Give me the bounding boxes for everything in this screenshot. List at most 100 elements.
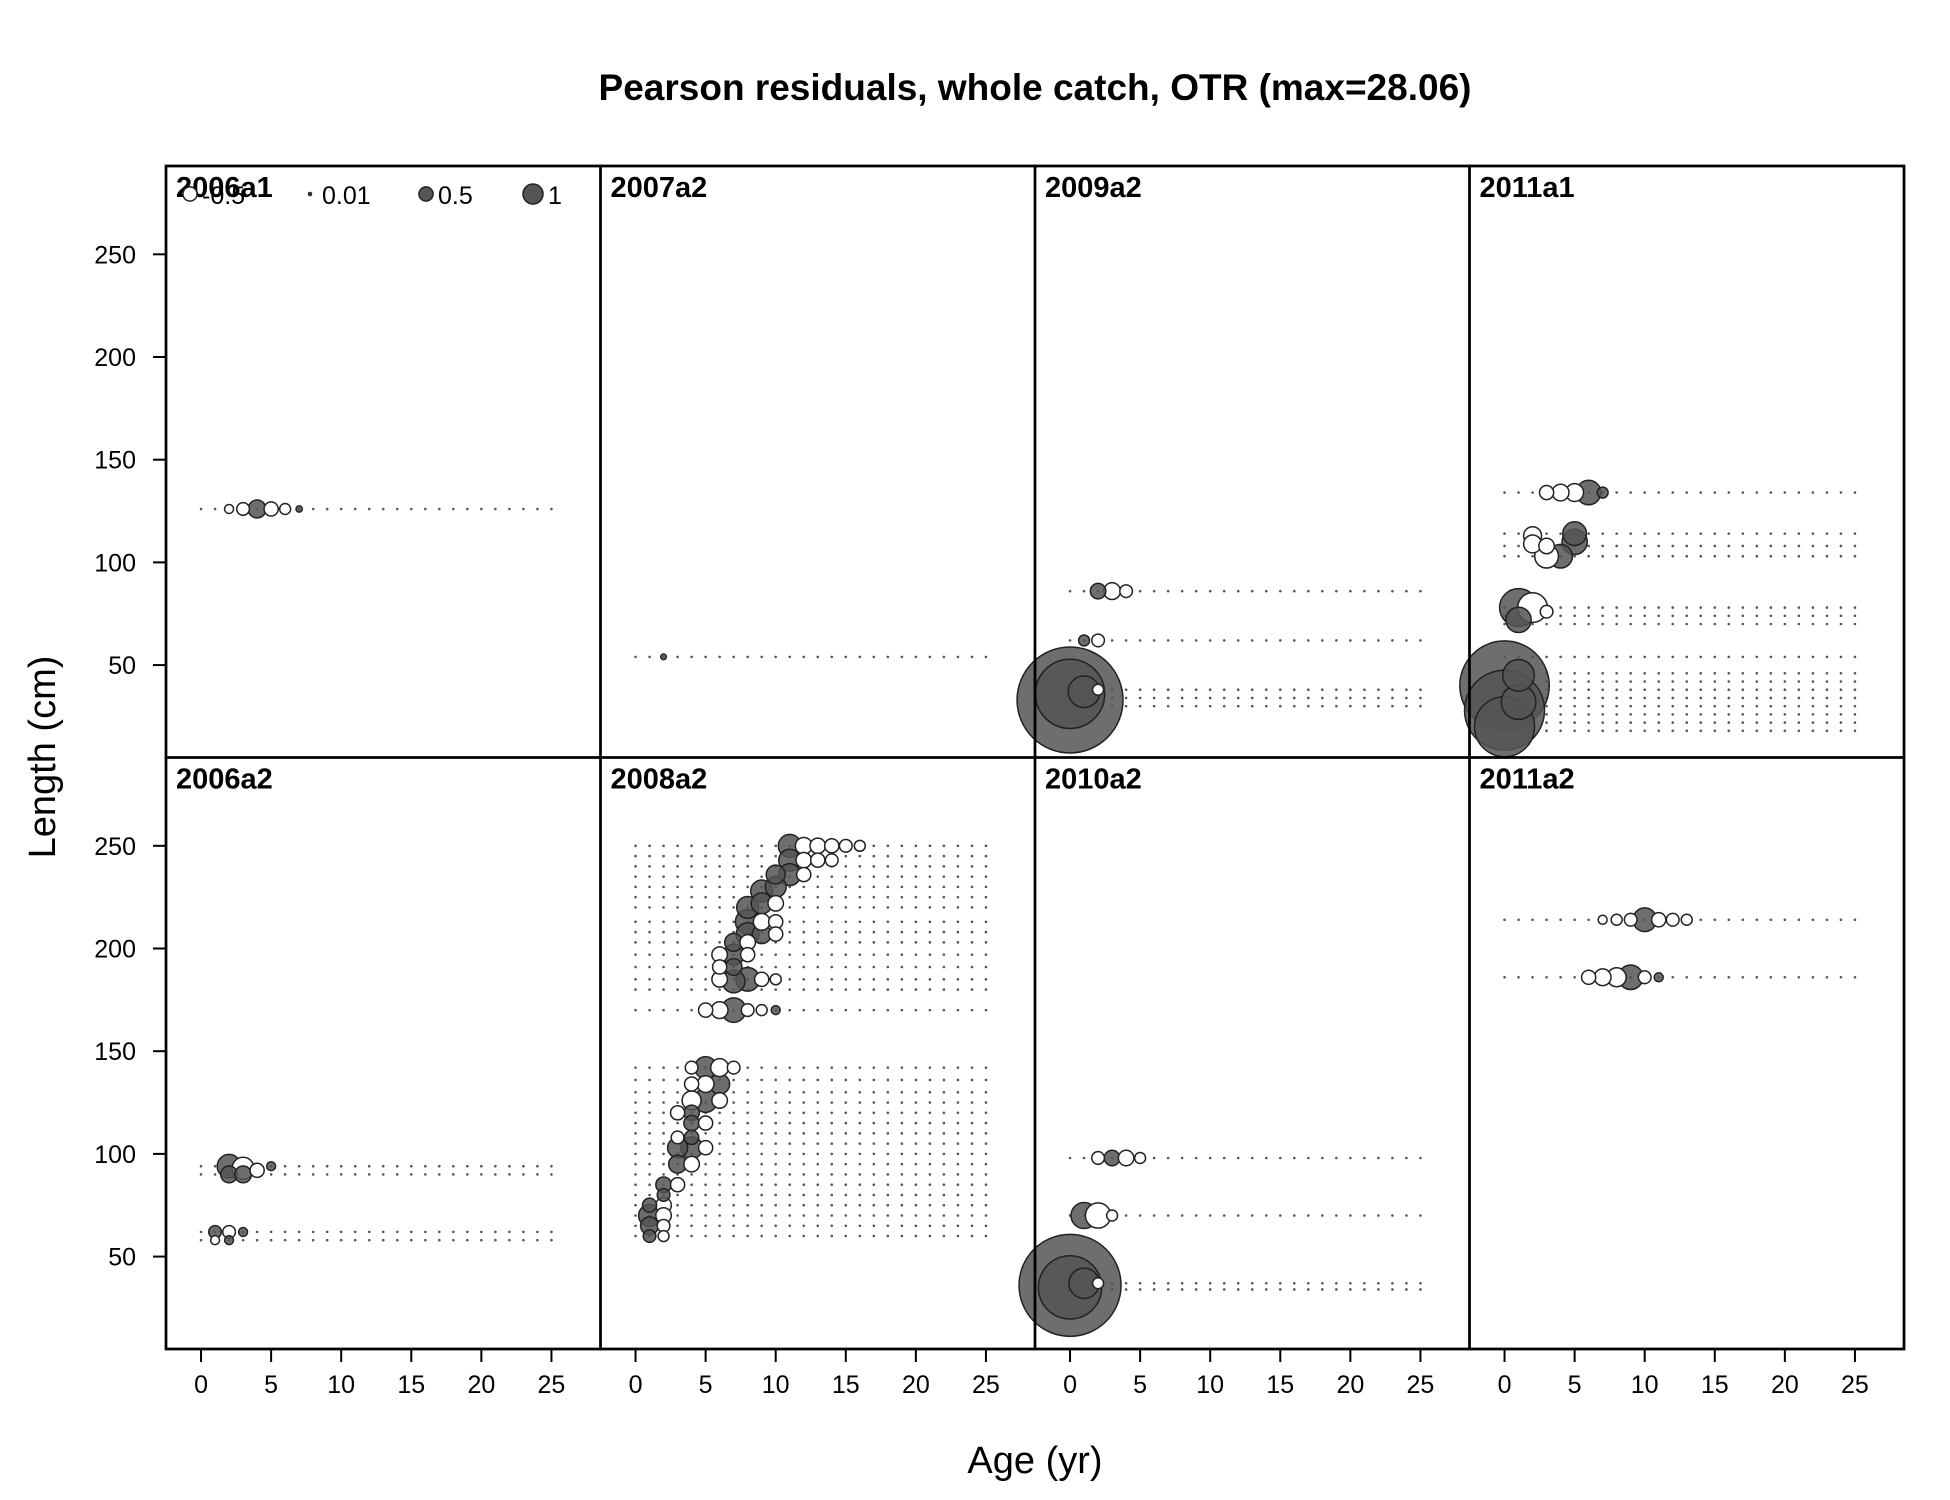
row-dot bbox=[1783, 554, 1787, 558]
row-dot bbox=[760, 854, 763, 858]
row-dot bbox=[872, 1078, 876, 1082]
row-dot bbox=[830, 906, 834, 909]
row-dot bbox=[1811, 704, 1815, 708]
row-dot bbox=[1783, 704, 1787, 708]
row-dot bbox=[816, 1234, 820, 1238]
row-dot bbox=[732, 655, 735, 659]
row-dot bbox=[788, 1132, 792, 1135]
row-dot bbox=[802, 1203, 806, 1207]
row-dot bbox=[199, 1230, 203, 1234]
row-dot bbox=[1741, 671, 1745, 675]
row-dot bbox=[928, 1152, 932, 1156]
row-dot bbox=[886, 1121, 890, 1125]
x-tick-label: 0 bbox=[1498, 1371, 1512, 1399]
row-dot bbox=[1321, 1288, 1324, 1291]
row-dot bbox=[886, 1193, 890, 1197]
row-dot bbox=[942, 885, 946, 889]
row-dot bbox=[1629, 622, 1632, 626]
row-dot bbox=[634, 1214, 637, 1217]
x-tick-label: 0 bbox=[629, 1371, 643, 1399]
row-dot bbox=[984, 1173, 988, 1176]
row-dot bbox=[1335, 696, 1338, 700]
x-tick-label: 5 bbox=[1133, 1371, 1147, 1399]
row-dot bbox=[1853, 671, 1857, 675]
row-dot bbox=[900, 1066, 904, 1069]
row-dot bbox=[1615, 622, 1618, 626]
row-dot bbox=[914, 965, 918, 969]
row-dot bbox=[1769, 721, 1773, 724]
row-dot bbox=[662, 895, 665, 899]
row-dot bbox=[1811, 918, 1815, 922]
row-dot bbox=[1797, 544, 1801, 548]
row-dot bbox=[283, 1173, 287, 1176]
negative-residual-bubble bbox=[1650, 911, 1667, 928]
row-dot bbox=[1264, 688, 1268, 692]
row-dot bbox=[311, 1238, 315, 1242]
row-dot bbox=[662, 1142, 665, 1145]
row-dot bbox=[942, 978, 946, 981]
row-dot bbox=[970, 1193, 974, 1197]
row-dot bbox=[718, 1224, 721, 1228]
row-dot bbox=[1629, 696, 1632, 700]
row-dot bbox=[648, 875, 651, 878]
row-dot bbox=[942, 1066, 946, 1069]
row-dot bbox=[1601, 688, 1604, 692]
row-dot bbox=[648, 1101, 651, 1104]
negative-residual-bubble bbox=[1597, 914, 1608, 925]
row-dot bbox=[732, 1121, 735, 1125]
row-dot bbox=[900, 1090, 904, 1094]
row-dot bbox=[914, 988, 918, 991]
negative-residual-bubble bbox=[696, 1074, 715, 1094]
panel-2011a2 bbox=[1503, 907, 1857, 991]
row-dot bbox=[367, 1238, 371, 1242]
row-dot bbox=[438, 1164, 441, 1168]
row-dot bbox=[900, 1142, 904, 1145]
row-dot bbox=[1545, 721, 1548, 724]
row-dot bbox=[858, 1193, 862, 1197]
row-dot bbox=[928, 844, 932, 848]
positive-residual-bubble bbox=[770, 1004, 781, 1016]
row-dot bbox=[634, 854, 637, 858]
row-dot bbox=[774, 1142, 778, 1145]
row-dot bbox=[942, 1183, 946, 1186]
row-dot bbox=[760, 1183, 763, 1186]
row-dot bbox=[1685, 729, 1689, 733]
row-dot bbox=[1671, 696, 1675, 700]
row-dot bbox=[1755, 696, 1759, 700]
row-dot bbox=[662, 1121, 665, 1125]
row-dot bbox=[409, 1238, 413, 1242]
row-dot bbox=[942, 920, 946, 924]
row-dot bbox=[1699, 729, 1703, 733]
panel-frames bbox=[164, 164, 1906, 1351]
row-dot bbox=[858, 978, 862, 981]
row-dot bbox=[1587, 688, 1590, 692]
row-dot bbox=[1587, 655, 1590, 659]
row-dot bbox=[1208, 688, 1212, 692]
row-dot bbox=[395, 1164, 399, 1168]
row-dot bbox=[942, 1132, 946, 1135]
row-dot bbox=[1180, 1156, 1184, 1160]
row-dot bbox=[480, 1173, 483, 1176]
row-dot bbox=[1559, 688, 1562, 692]
y-tick-label: 150 bbox=[94, 1038, 136, 1066]
row-dot bbox=[662, 1008, 665, 1012]
row-dot bbox=[788, 1214, 792, 1217]
row-dot bbox=[984, 655, 988, 659]
row-dot bbox=[718, 854, 721, 858]
row-dot bbox=[1853, 606, 1857, 609]
row-dot bbox=[1517, 544, 1520, 548]
row-dot bbox=[1307, 1214, 1310, 1217]
row-dot bbox=[1671, 606, 1675, 609]
row-dot bbox=[886, 1111, 890, 1115]
row-dot bbox=[844, 1066, 848, 1069]
row-dot bbox=[858, 1121, 862, 1125]
row-dot bbox=[858, 1214, 862, 1217]
row-dot bbox=[634, 875, 637, 878]
row-dot bbox=[255, 1230, 259, 1234]
row-dot bbox=[325, 507, 329, 511]
row-dot bbox=[494, 1173, 497, 1176]
row-dot bbox=[1629, 554, 1632, 558]
row-dot bbox=[1236, 1281, 1240, 1285]
row-dot bbox=[1811, 614, 1815, 618]
row-dot bbox=[1335, 1156, 1338, 1160]
